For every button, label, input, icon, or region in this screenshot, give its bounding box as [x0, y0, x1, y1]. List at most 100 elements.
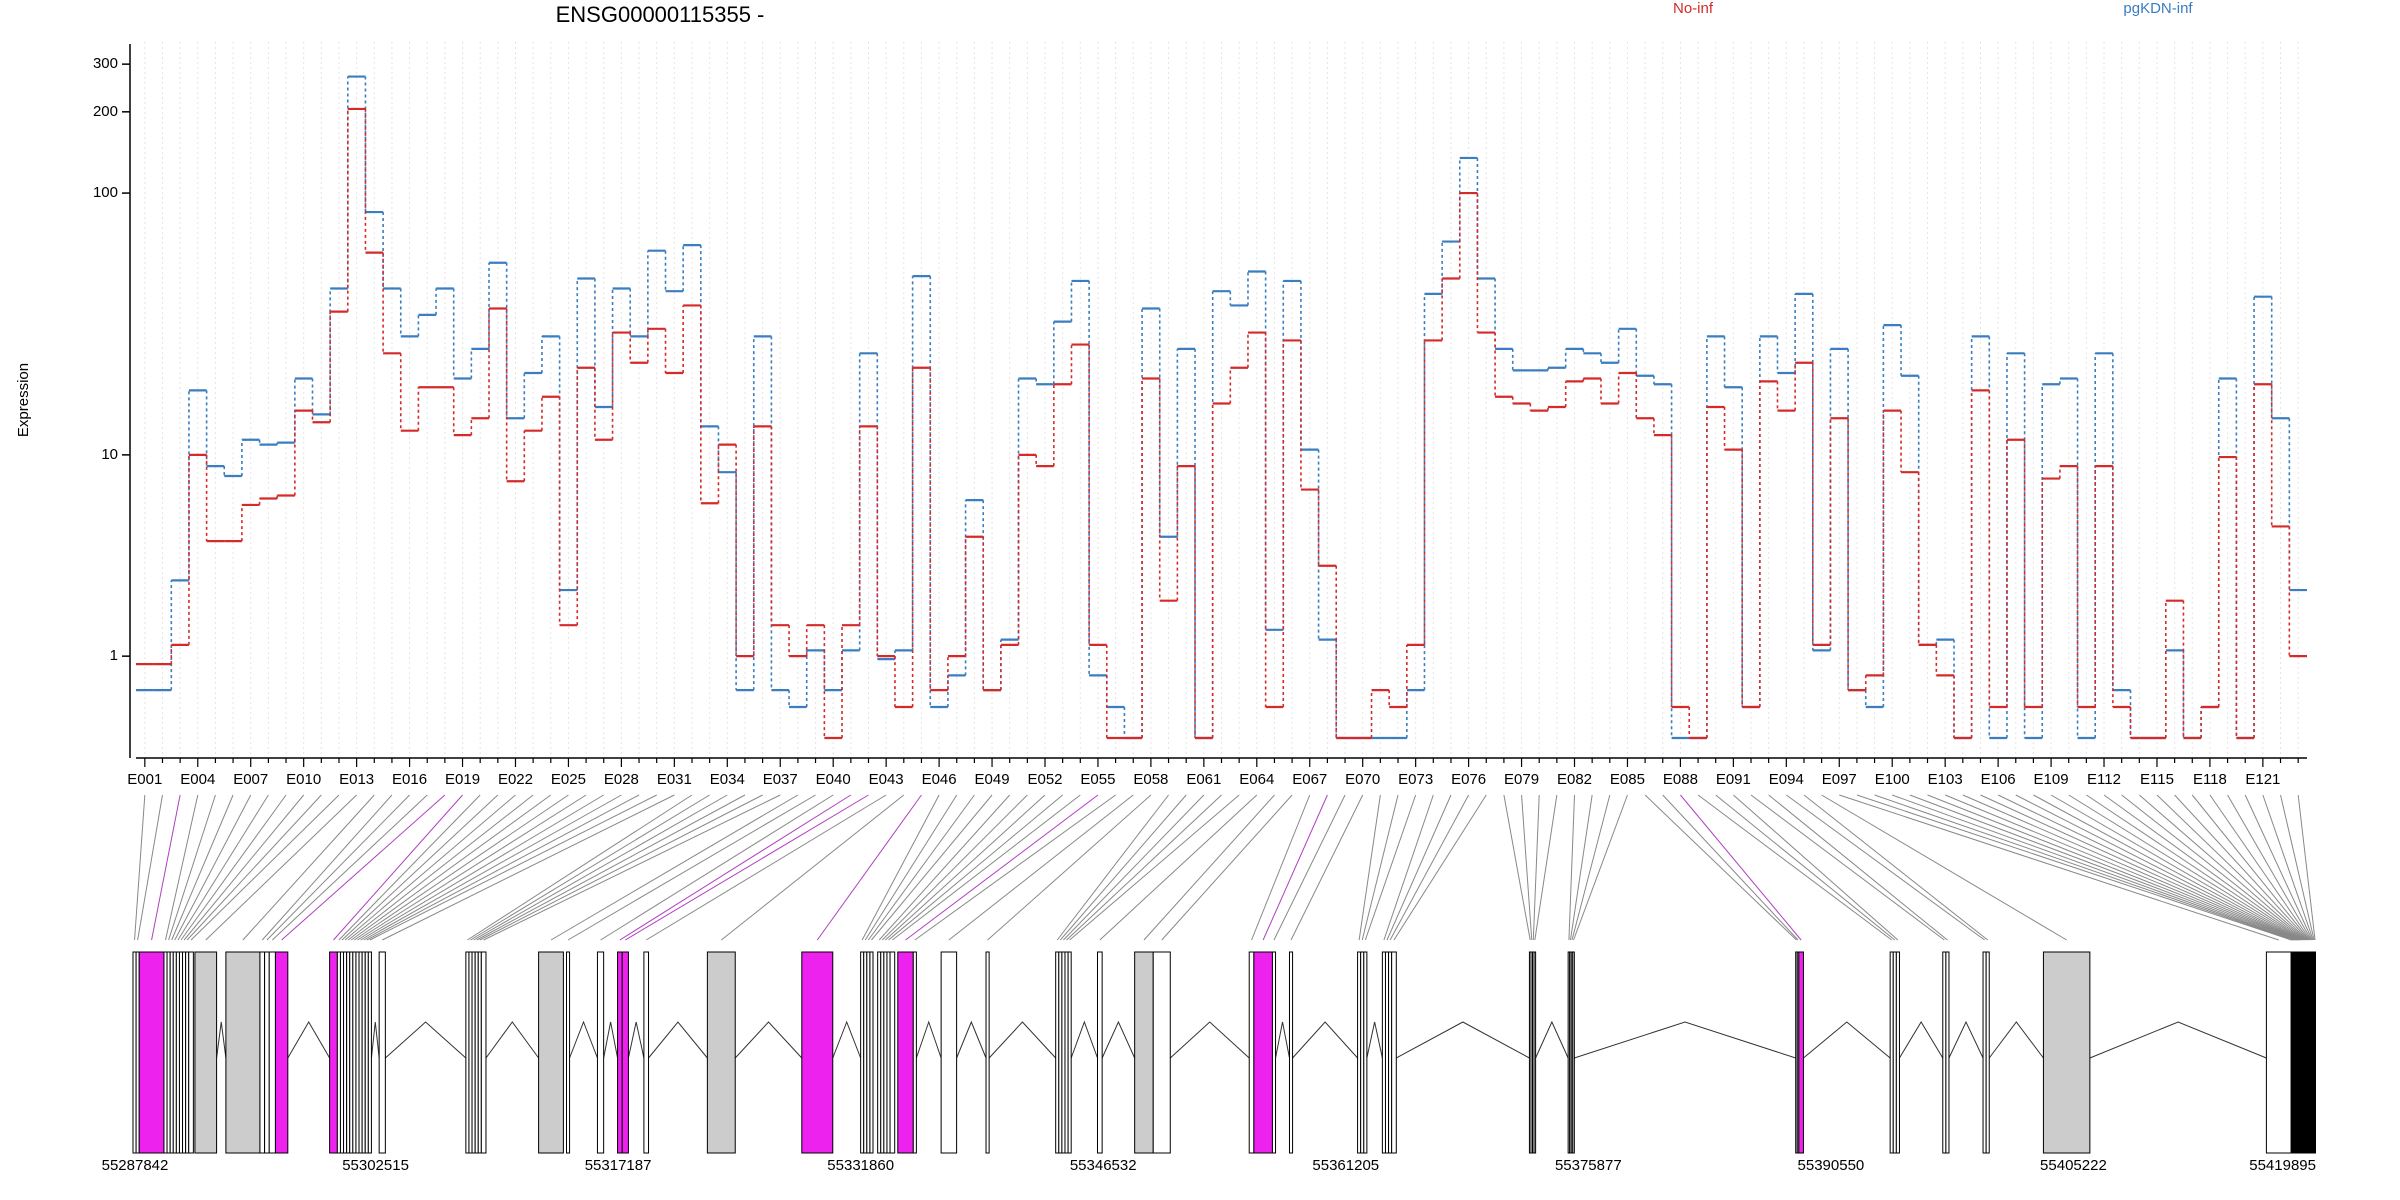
- exon-connector: [1532, 794, 1540, 941]
- x-tick-label: E046: [922, 771, 957, 788]
- exon-connector: [470, 794, 710, 941]
- genomic-tick-label: 55317187: [585, 1157, 652, 1174]
- exon-connector: [281, 794, 446, 941]
- genomic-tick-label: 55331860: [827, 1157, 894, 1174]
- exon-connector: [369, 794, 657, 941]
- exon-connector: [1571, 794, 1611, 941]
- intron: [1535, 1020, 1569, 1059]
- exon-connector: [1521, 794, 1533, 941]
- intron: [1292, 1021, 1358, 1059]
- exon-connector: [354, 794, 569, 941]
- exon-connector: [1059, 794, 1187, 941]
- exon: [259, 951, 266, 1154]
- intron: [988, 1021, 1057, 1059]
- exon: [897, 951, 914, 1154]
- exon-connector: [867, 794, 975, 941]
- exon-connector: [2262, 794, 2314, 941]
- exon: [1271, 951, 1277, 1154]
- exon-connector: [864, 794, 958, 941]
- genomic-tick-label: 55405222: [2040, 1157, 2107, 1174]
- exon-connector: [177, 794, 269, 941]
- exon-connector: [1056, 794, 1169, 941]
- exon-connector: [1063, 794, 1205, 941]
- intron: [734, 1021, 803, 1059]
- exon-connector: [1680, 794, 1802, 941]
- exon-connector: [350, 794, 552, 941]
- y-tick-label: 10: [101, 446, 118, 463]
- exon: [225, 951, 261, 1154]
- x-tick-label: E061: [1186, 771, 1221, 788]
- intron: [2089, 1021, 2267, 1059]
- y-tick-label: 300: [93, 55, 118, 72]
- exon: [274, 951, 289, 1154]
- legend-entry: pgKDN-inf: [2123, 0, 2193, 17]
- intron: [216, 1021, 227, 1059]
- exon-connector: [619, 794, 852, 941]
- exon-connector: [1786, 794, 1985, 941]
- x-tick-label: E085: [1610, 771, 1645, 788]
- exon: [538, 951, 564, 1154]
- exon-connector: [1874, 794, 2293, 941]
- genomic-tick-label: 55346532: [1070, 1157, 1137, 1174]
- exon-connector: [483, 794, 781, 941]
- x-tick-label: E019: [445, 771, 480, 788]
- exon-connector: [2156, 794, 2308, 941]
- intron: [1396, 1021, 1530, 1059]
- exon-connector: [165, 794, 199, 941]
- exon-connector: [861, 794, 940, 941]
- exon-connector: [266, 794, 410, 941]
- exon: [940, 951, 958, 1154]
- exon-connector: [473, 794, 728, 941]
- exon: [889, 951, 896, 1154]
- exon-connector: [1980, 794, 2299, 941]
- exon-connector: [2138, 794, 2307, 941]
- x-tick-label: E091: [1716, 771, 1751, 788]
- x-tick-label: E079: [1504, 771, 1539, 788]
- exon-connector: [2068, 794, 2304, 941]
- x-tick-label: E088: [1663, 771, 1698, 788]
- exon-connector: [1143, 794, 1275, 941]
- intron: [1899, 1021, 1944, 1059]
- exon: [1895, 951, 1900, 1154]
- genomic-tick-label: 55390550: [1798, 1157, 1865, 1174]
- x-tick-label: E034: [710, 771, 745, 788]
- x-tick-label: E052: [1027, 771, 1062, 788]
- x-tick-label: E031: [657, 771, 692, 788]
- exon-connector: [174, 794, 252, 941]
- x-tick-label: E100: [1875, 771, 1910, 788]
- exon: [596, 951, 605, 1154]
- exon-connector: [1290, 794, 1364, 941]
- exon: [194, 951, 218, 1154]
- exon-connector: [205, 794, 357, 941]
- exon-connector: [1361, 794, 1399, 941]
- exon-connector: [476, 794, 746, 941]
- exon-connector: [1697, 794, 1893, 941]
- exon-connector: [2086, 794, 2305, 941]
- exon-connector: [600, 794, 834, 941]
- x-tick-label: E058: [1133, 771, 1168, 788]
- x-tick-label: E076: [1451, 771, 1486, 788]
- exon-connector: [2227, 794, 2312, 941]
- exon: [912, 951, 917, 1154]
- exon: [329, 951, 338, 1154]
- exon-connector: [1262, 794, 1328, 941]
- exon-connector: [567, 794, 816, 941]
- exon: [367, 951, 372, 1154]
- exon-connector: [885, 794, 1046, 941]
- exon-connector: [341, 794, 499, 941]
- intron: [648, 1021, 708, 1059]
- exon-connector: [892, 794, 1081, 941]
- exon-connector: [2174, 794, 2309, 941]
- x-tick-label: E103: [1928, 771, 1963, 788]
- x-tick-label: E106: [1981, 771, 2016, 788]
- exon: [264, 951, 270, 1154]
- genomic-tick-label: 55302515: [342, 1157, 409, 1174]
- x-tick-label: E097: [1822, 771, 1857, 788]
- x-tick-label: E025: [551, 771, 586, 788]
- exon-connector: [1099, 794, 1258, 941]
- exon-connector: [382, 794, 675, 941]
- x-tick-label: E013: [339, 771, 374, 788]
- exon-connector: [1273, 794, 1346, 941]
- exon-connector: [1821, 794, 2067, 941]
- exon-connector: [467, 794, 693, 941]
